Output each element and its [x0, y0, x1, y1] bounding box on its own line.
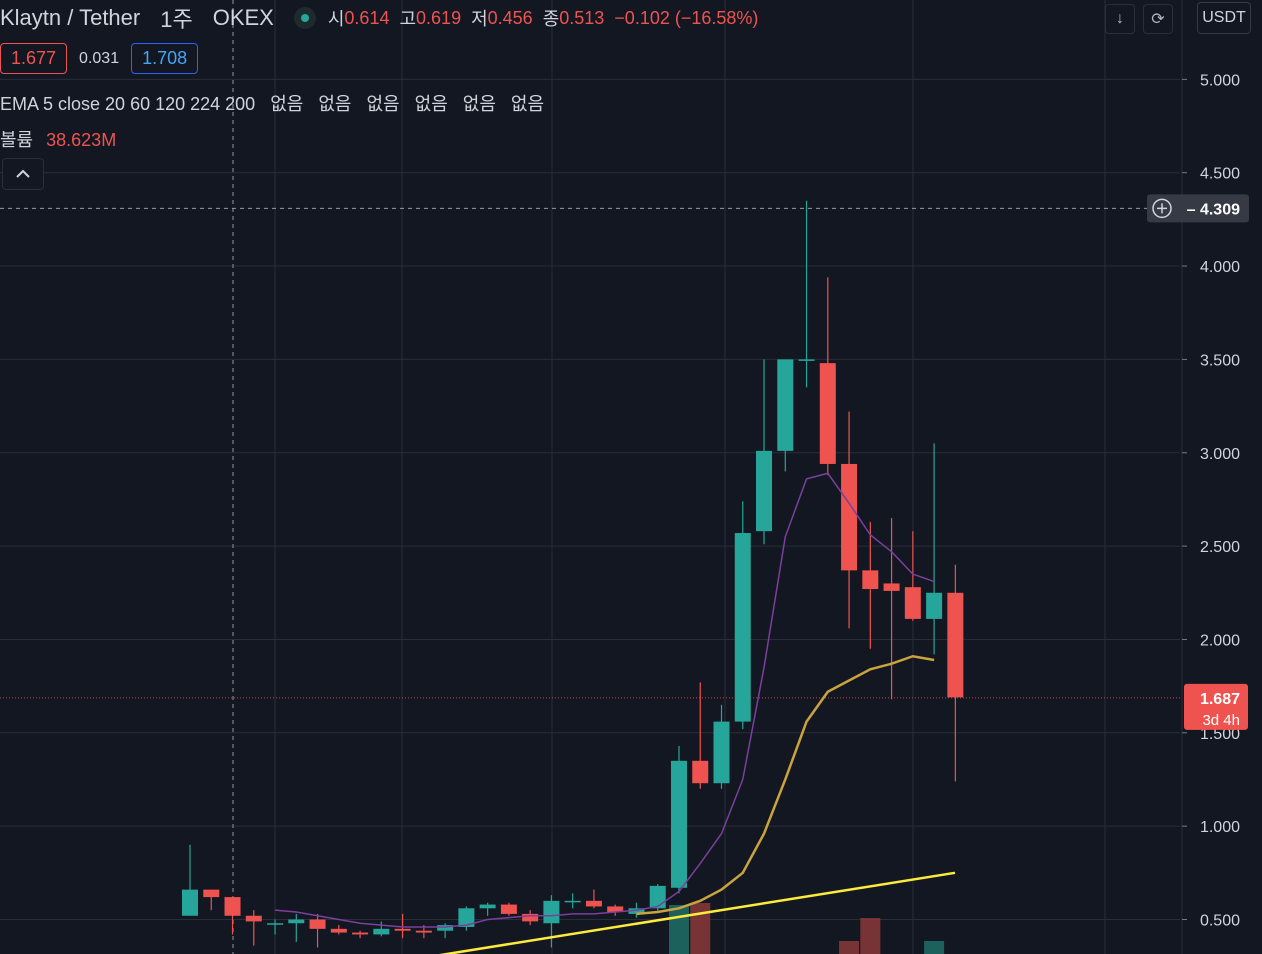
interval-label[interactable]: 1주 — [160, 7, 193, 32]
candle[interactable] — [777, 359, 794, 451]
candle[interactable] — [883, 583, 900, 591]
candle[interactable] — [734, 533, 751, 722]
price-tick-label: 0.500 — [1200, 913, 1240, 930]
price-tick-label: 2.500 — [1200, 539, 1240, 556]
candle[interactable] — [267, 923, 284, 925]
candle[interactable] — [182, 889, 198, 916]
ema-value: 없음 — [366, 94, 400, 114]
candle[interactable] — [926, 592, 943, 619]
volume-value: 38.623M — [46, 130, 117, 150]
candle[interactable] — [437, 925, 454, 931]
candle[interactable] — [649, 885, 666, 909]
ema-indicator-legend[interactable]: EMA 5 close 20 60 120 224 200 없음 없음 없음 없… — [0, 90, 544, 116]
bar-countdown-label: 3d 4h — [1202, 712, 1240, 729]
last-price-tag — [1184, 683, 1248, 730]
candle[interactable] — [330, 928, 347, 933]
candle[interactable] — [670, 760, 687, 888]
chevron-up-icon[interactable] — [2, 158, 44, 190]
spread-value: 0.031 — [79, 49, 120, 67]
currency-button[interactable]: USDT — [1197, 2, 1251, 34]
candle[interactable] — [224, 897, 241, 916]
candle[interactable] — [862, 570, 879, 590]
candle[interactable] — [607, 906, 624, 913]
candle[interactable] — [352, 932, 369, 935]
candle[interactable] — [564, 900, 581, 903]
volume-bar — [924, 941, 945, 954]
candle[interactable] — [522, 913, 539, 922]
candle[interactable] — [819, 363, 836, 464]
volume-bar — [668, 905, 689, 954]
candle[interactable] — [309, 919, 326, 929]
volume-legend[interactable]: 볼륨 38.623M — [0, 126, 116, 152]
market-status-icon — [293, 7, 316, 29]
ema-value: 없음 — [270, 94, 304, 114]
candle[interactable] — [458, 908, 475, 927]
candle[interactable] — [628, 908, 645, 914]
candle[interactable] — [543, 900, 560, 924]
low-label: 저 — [471, 9, 488, 29]
legend-header: Klaytn / Tether 1주 OKEX 시 0.614 고 0.619 … — [0, 4, 758, 32]
candle[interactable] — [756, 450, 773, 532]
candle[interactable] — [692, 760, 709, 784]
trendline[interactable] — [402, 871, 956, 954]
candle[interactable] — [713, 721, 730, 784]
symbol-name[interactable]: Klaytn / Tether — [0, 5, 141, 30]
high-value: 0.619 — [416, 7, 462, 28]
candle[interactable] — [203, 889, 220, 898]
plus-icon[interactable] — [1152, 198, 1172, 219]
candle[interactable] — [373, 928, 390, 935]
open-value: 0.614 — [344, 7, 390, 28]
ema-label: EMA 5 close 20 60 120 224 200 — [0, 94, 256, 114]
candle[interactable] — [394, 928, 411, 931]
crosshair-price-label: – 4.309 — [1187, 201, 1240, 218]
high-label: 고 — [399, 9, 417, 29]
ask-price[interactable]: 1.708 — [131, 43, 199, 74]
candle[interactable] — [288, 919, 305, 924]
candle[interactable] — [500, 904, 517, 914]
arrow-down-icon[interactable]: ↓ — [1105, 4, 1135, 34]
quote-row: 1.677 0.031 1.708 — [0, 43, 199, 74]
candle[interactable] — [245, 915, 262, 922]
open-label: 시 — [327, 9, 345, 29]
change-value: −0.102 (−16.58%) — [614, 7, 759, 28]
close-value: 0.513 — [559, 7, 605, 28]
ema-value: 없음 — [510, 94, 545, 114]
volume-bar — [839, 941, 860, 954]
ema-value: 없음 — [318, 94, 352, 114]
crosshair-price-tag — [1147, 194, 1249, 223]
price-tick-label: 1.000 — [1200, 819, 1240, 836]
volume-label: 볼륨 — [0, 130, 34, 150]
ema-value: 없음 — [414, 94, 448, 114]
price-tick-label: 4.000 — [1200, 259, 1240, 276]
candle[interactable] — [798, 359, 815, 361]
last-price-label: 1.687 — [1200, 691, 1240, 708]
ema5-line — [274, 472, 935, 928]
low-value: 0.456 — [487, 7, 533, 28]
price-tick-label: 4.500 — [1200, 166, 1240, 183]
candle[interactable] — [415, 930, 432, 933]
ema-value: 없음 — [462, 94, 496, 114]
bid-price[interactable]: 1.677 — [0, 43, 68, 74]
price-tick-label: 3.000 — [1200, 446, 1240, 463]
close-label: 종 — [542, 9, 560, 29]
price-tick-label: 5.000 — [1200, 72, 1240, 89]
candle[interactable] — [479, 904, 496, 909]
ema20-line — [636, 654, 935, 916]
candle[interactable] — [841, 463, 858, 571]
candle[interactable] — [904, 587, 921, 619]
price-tick-label: 2.000 — [1200, 632, 1240, 649]
fullscreen-icon[interactable]: ⟳ — [1143, 4, 1173, 34]
volume-bar — [860, 918, 881, 954]
price-tick-label: 3.500 — [1200, 352, 1240, 369]
exchange-label: OKEX — [212, 5, 274, 30]
price-axis[interactable] — [1182, 0, 1262, 954]
candle[interactable] — [585, 900, 602, 907]
candle[interactable] — [947, 592, 964, 698]
volume-bar — [690, 903, 711, 954]
price-tick-label: 1.500 — [1200, 726, 1240, 743]
